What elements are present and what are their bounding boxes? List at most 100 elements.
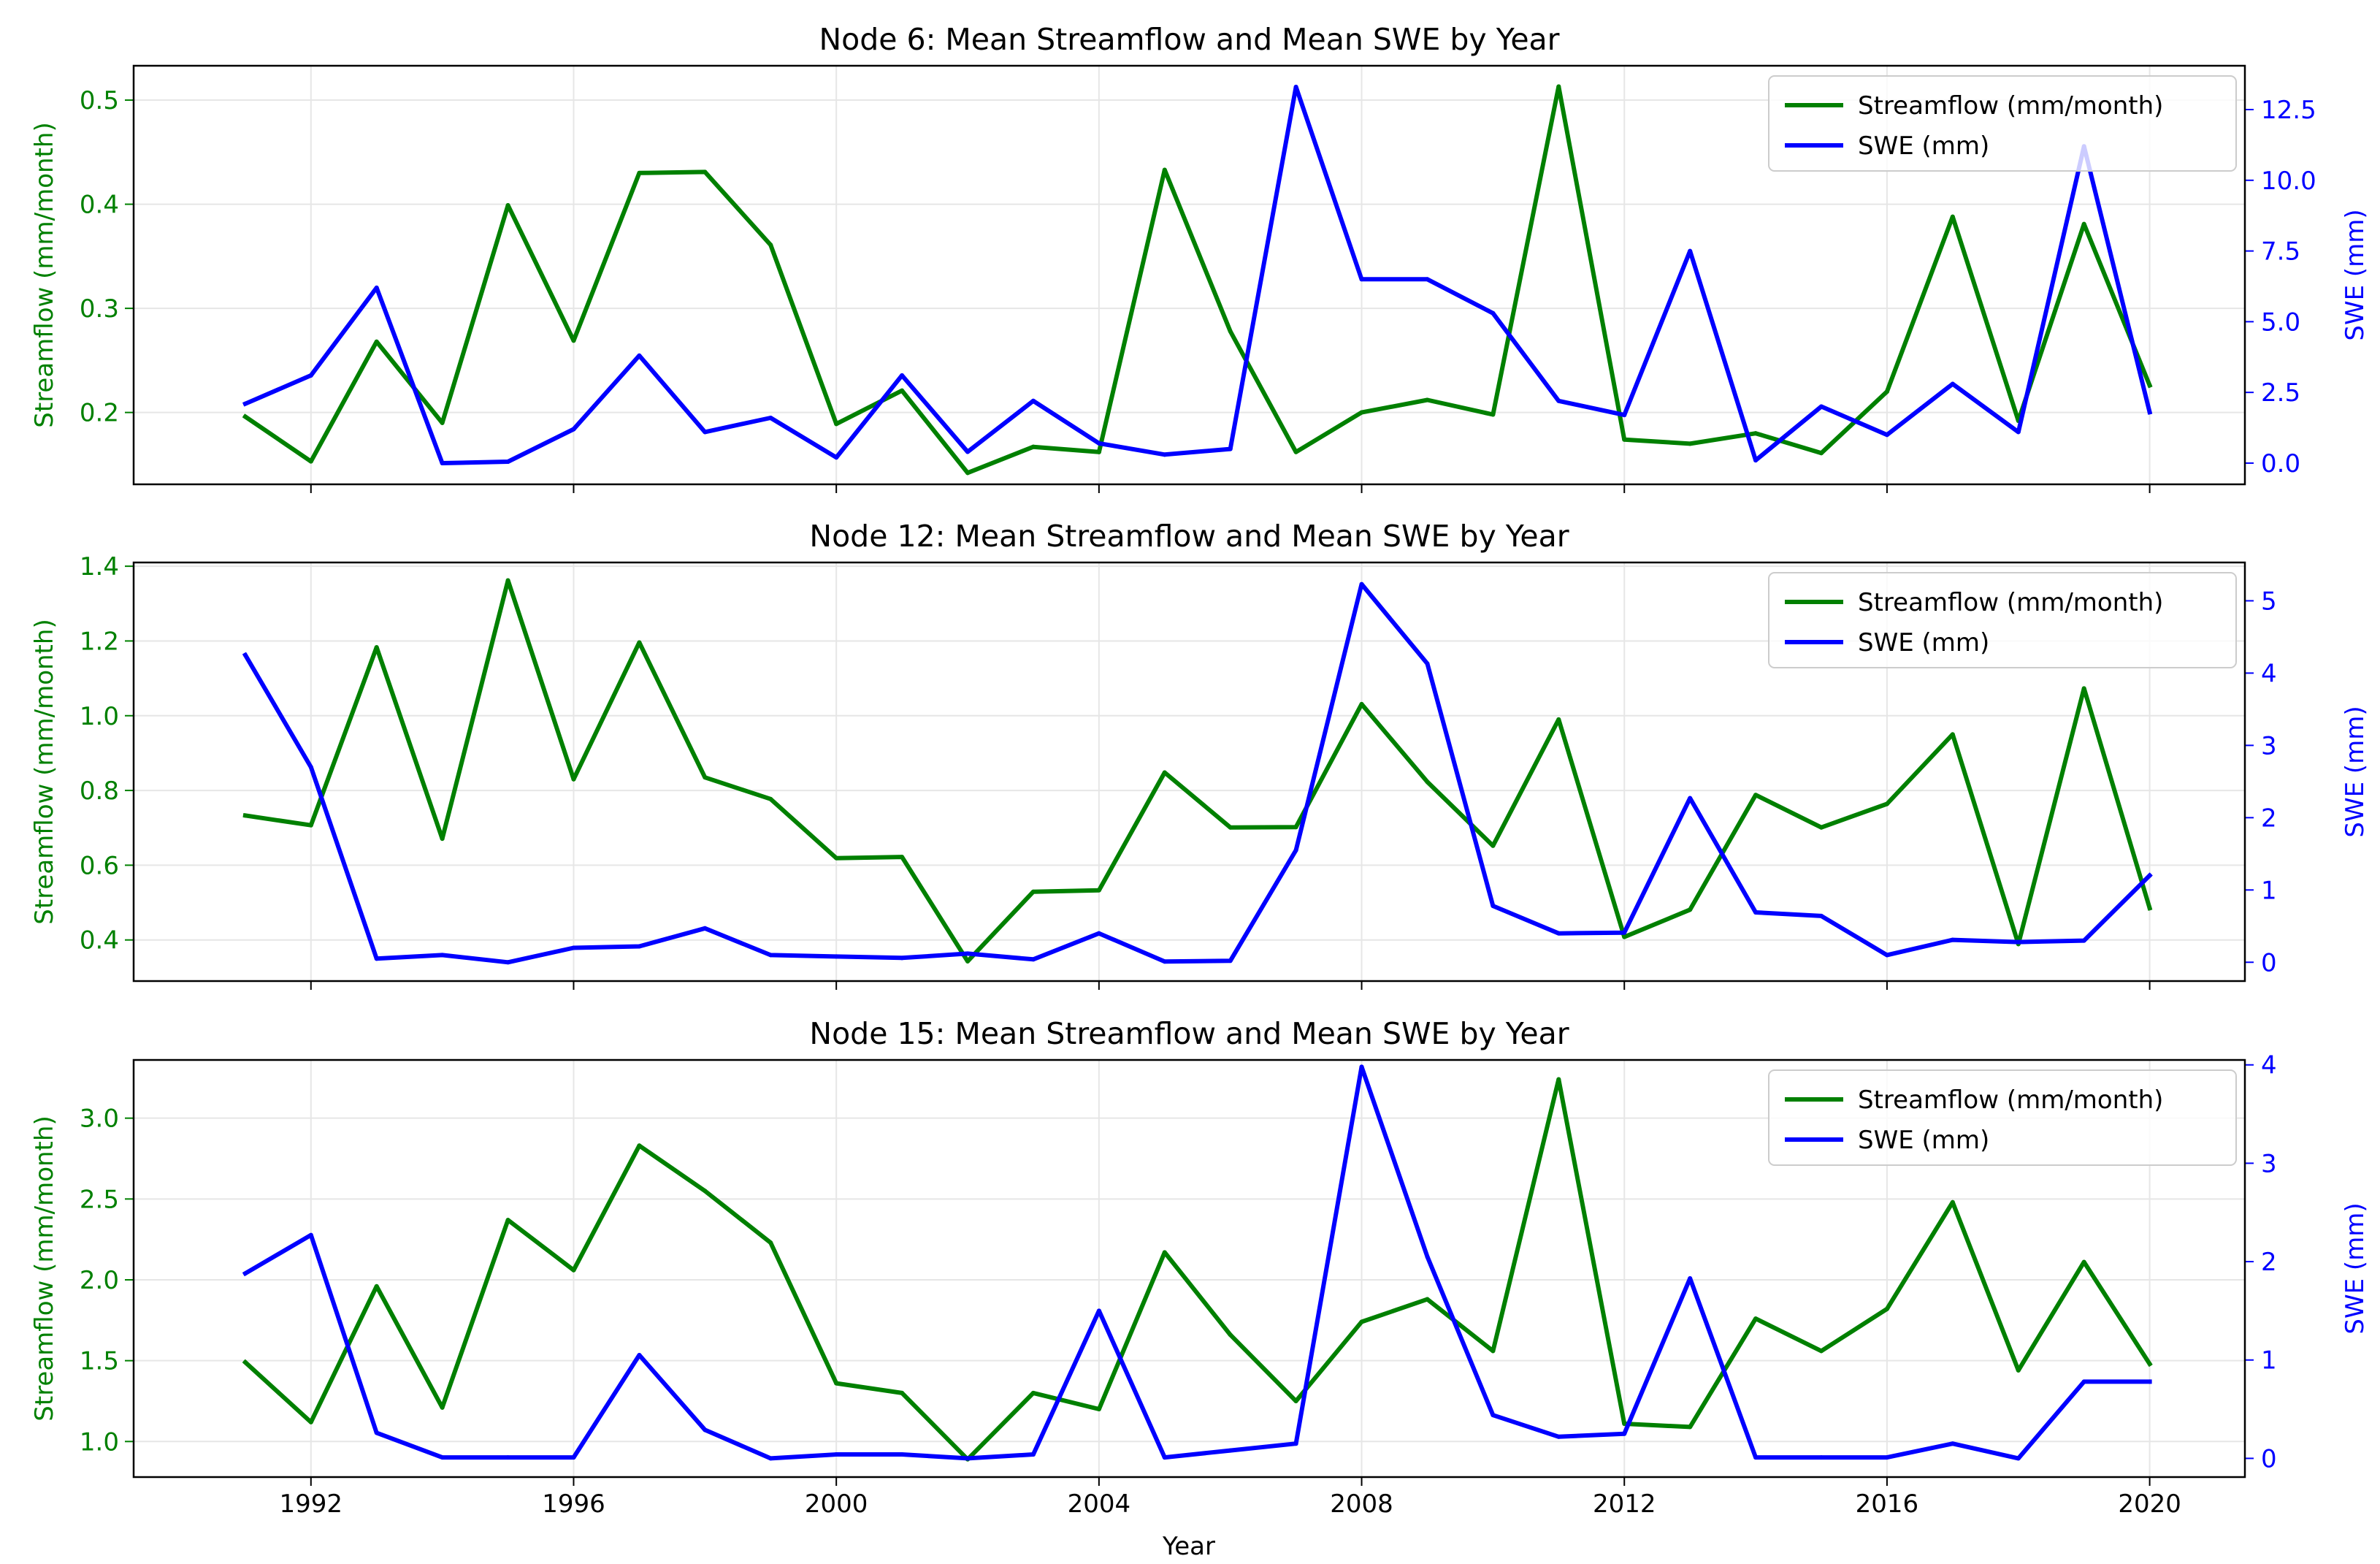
y2-tick-label: 12.5: [2261, 96, 2316, 125]
streamflow-point: [965, 958, 971, 964]
y2-tick-label: 1: [2261, 876, 2277, 905]
y-tick-label: 0.4: [80, 926, 119, 955]
y-tick-label: 0.8: [80, 777, 119, 806]
swe-point: [900, 955, 905, 961]
y2-tick-label: 2: [2261, 804, 2277, 833]
swe-points: [242, 1064, 2152, 1461]
streamflow-point: [900, 388, 905, 393]
x-tick-label: 2016: [1856, 1489, 1919, 1519]
streamflow-point: [1228, 1332, 1233, 1338]
swe-point: [505, 1455, 510, 1460]
y2-axis-label: SWE (mm): [2341, 209, 2370, 340]
swe-point: [1096, 1308, 1101, 1313]
swe-point: [1162, 1455, 1167, 1460]
swe-point: [1688, 1275, 1693, 1281]
y-axis-label: Streamflow (mm/month): [30, 619, 59, 924]
streamflow-point: [571, 338, 576, 343]
streamflow-point: [1556, 84, 1561, 89]
streamflow-line: [242, 1077, 2153, 1462]
x-tick-label: 2000: [805, 1489, 868, 1519]
streamflow-point: [440, 1405, 445, 1410]
x-tick-label: 2004: [1068, 1489, 1131, 1519]
chart-title: Node 15: Mean Streamflow and Mean SWE by…: [809, 1016, 1569, 1051]
chart-panels: Node 6: Mean Streamflow and Mean SWE by …: [30, 22, 2370, 1519]
y-tick-label: 3.0: [80, 1105, 119, 1134]
swe-point: [571, 945, 576, 950]
y2-tick-label: 3: [2261, 731, 2277, 760]
swe-point: [1819, 1455, 1824, 1460]
streamflow-point: [308, 1419, 313, 1424]
swe-point: [2147, 1379, 2152, 1384]
y2-tick-label: 0.0: [2261, 449, 2300, 478]
streamflow-point: [1884, 1306, 1889, 1311]
swe-point: [1819, 404, 1824, 409]
swe-point: [1753, 909, 1759, 915]
streamflow-point: [571, 1267, 576, 1273]
swe-point: [834, 1452, 839, 1457]
swe-point: [1162, 959, 1167, 964]
y2-tick-label: 0: [2261, 948, 2277, 977]
swe-point: [440, 953, 445, 958]
swe-point: [1425, 661, 1430, 666]
streamflow-point: [2081, 1259, 2086, 1264]
swe-point: [900, 1452, 905, 1457]
streamflow-point: [1884, 389, 1889, 394]
streamflow-point: [1556, 717, 1561, 722]
x-axis-label: Year: [1162, 1532, 1215, 1561]
streamflow-point: [2147, 1362, 2152, 1367]
x-tick-label: 2020: [2118, 1489, 2181, 1519]
streamflow-point: [1556, 1077, 1561, 1082]
axes-frame: [132, 64, 2246, 486]
y2-tick-label: 5.0: [2261, 308, 2300, 337]
streamflow-point: [1359, 701, 1364, 706]
swe-point: [1162, 452, 1167, 457]
streamflow-point: [1753, 1316, 1759, 1321]
swe-point: [1884, 432, 1889, 438]
streamflow-point: [1293, 449, 1298, 454]
y-tick-label: 1.0: [80, 702, 119, 731]
swe-point: [242, 652, 248, 657]
chart-panel-1: Node 6: Mean Streamflow and Mean SWE by …: [30, 22, 2370, 493]
streamflow-point: [1030, 889, 1036, 894]
y2-tick-label: 0: [2261, 1444, 2277, 1473]
legend-box: [1768, 1069, 2237, 1166]
streamflow-point: [1425, 779, 1430, 785]
swe-line: [242, 1064, 2152, 1461]
streamflow-point: [1096, 1407, 1101, 1412]
swe-point: [2016, 939, 2021, 945]
streamflow-point: [308, 459, 313, 464]
swe-point: [1228, 958, 1233, 964]
streamflow-point: [1819, 451, 1824, 456]
y2-tick-label: 3: [2261, 1149, 2277, 1178]
streamflow-point: [1688, 907, 1693, 912]
swe-point: [965, 1456, 971, 1461]
swe-point: [1030, 398, 1036, 403]
swe-point: [1096, 440, 1101, 446]
swe-point: [703, 1427, 708, 1433]
streamflow-point: [440, 836, 445, 842]
swe-point: [374, 1430, 379, 1435]
legend-box: [1768, 75, 2237, 172]
legend: Streamflow (mm/month) SWE (mm): [1768, 572, 2237, 668]
streamflow-point: [1359, 1319, 1364, 1324]
y-axis-label: Streamflow (mm/month): [30, 122, 59, 427]
swe-point: [1228, 1448, 1233, 1453]
streamflow-point: [242, 813, 248, 818]
swe-point: [571, 427, 576, 432]
chart-panel-2: Node 12: Mean Streamflow and Mean SWE by…: [30, 519, 2370, 990]
swe-point: [2081, 938, 2086, 943]
streamflow-point: [505, 1218, 510, 1223]
streamflow-point: [1425, 1297, 1430, 1302]
legend-streamflow-label: Streamflow (mm/month): [1858, 91, 2163, 121]
streamflow-point: [2147, 906, 2152, 911]
y-tick-label: 0.6: [80, 851, 119, 880]
swe-point: [1556, 931, 1561, 936]
y-tick-label: 1.4: [80, 552, 119, 581]
streamflow-point: [834, 421, 839, 427]
streamflow-point: [1950, 214, 1955, 219]
x-tick-label: 1996: [542, 1489, 605, 1519]
swe-point: [2081, 1379, 2086, 1384]
y-tick-label: 1.2: [80, 627, 119, 656]
